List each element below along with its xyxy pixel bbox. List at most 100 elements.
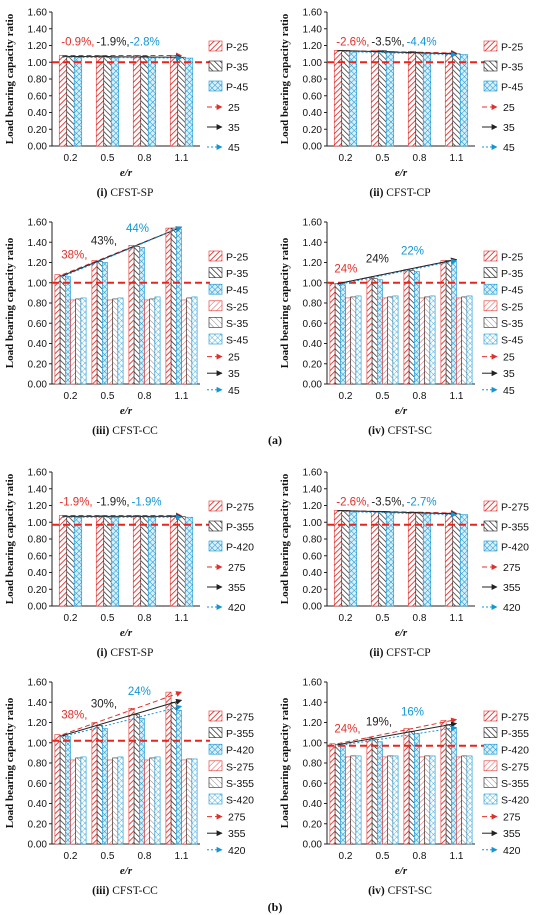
bar-P-275 bbox=[95, 515, 105, 607]
legend-swatch bbox=[483, 283, 498, 295]
trend-arrow-45 bbox=[337, 258, 458, 286]
x-tick-label: 0.5 bbox=[376, 613, 390, 624]
bar-S-355 bbox=[461, 755, 468, 845]
legend-swatch bbox=[208, 777, 223, 788]
x-tick-label: 0.5 bbox=[101, 851, 115, 862]
y-axis-title: Load bearing capacity ratio bbox=[4, 13, 16, 144]
legend-label: P-420 bbox=[501, 745, 529, 757]
y-axis-title: Load bearing capacity ratio bbox=[279, 473, 291, 604]
legend-label: 420 bbox=[503, 845, 521, 857]
legend-label: S-45 bbox=[226, 335, 248, 347]
bar-P-420 bbox=[176, 710, 182, 845]
bar-P-45 bbox=[139, 247, 145, 385]
bar-P-355 bbox=[140, 516, 149, 607]
bar-P-45 bbox=[348, 51, 358, 147]
legend-swatch bbox=[483, 80, 498, 92]
bar-P-420 bbox=[385, 511, 395, 607]
percent-annotation: 24%, bbox=[334, 724, 360, 736]
bar-P-420 bbox=[102, 728, 108, 845]
bar-P-25 bbox=[440, 260, 447, 385]
bar-P-35 bbox=[96, 261, 103, 385]
legend-label: S-25 bbox=[501, 301, 523, 313]
bar-S-25 bbox=[70, 299, 76, 385]
y-tick-label: 0.40 bbox=[303, 568, 323, 579]
legend-label: S-35 bbox=[501, 318, 523, 330]
legend-swatch bbox=[208, 283, 223, 295]
y-tick-label: 1.20 bbox=[303, 41, 323, 52]
y-tick-label: 0.80 bbox=[303, 299, 323, 310]
legend-label: P-355 bbox=[501, 728, 529, 740]
bar-P-25 bbox=[444, 52, 454, 147]
legend-label: 25 bbox=[503, 102, 515, 114]
y-tick-label: 1.40 bbox=[28, 484, 48, 495]
bar-P-275 bbox=[169, 515, 179, 607]
chart-panel: 0.00 0.20 0.40 0.60 0.80 1.00 1.20 1.40 1.60 Load… bbox=[279, 8, 523, 200]
y-tick-label: 0.60 bbox=[303, 91, 323, 102]
x-tick-label: 1.1 bbox=[175, 153, 189, 164]
bar-P-45 bbox=[340, 284, 346, 385]
legend-label: 45 bbox=[228, 142, 240, 154]
x-tick-label: 0.8 bbox=[138, 391, 152, 402]
bar-S-45 bbox=[466, 295, 473, 385]
legend-swatch bbox=[483, 40, 498, 52]
legend-label: 275 bbox=[228, 812, 246, 824]
bar-P-355 bbox=[452, 513, 461, 607]
bar-S-355 bbox=[424, 755, 431, 845]
bar-P-35 bbox=[408, 270, 415, 385]
bar-S-420 bbox=[80, 756, 87, 845]
legend-swatch bbox=[208, 80, 223, 92]
bar-P-35 bbox=[66, 56, 75, 147]
bar-P-45 bbox=[451, 261, 457, 385]
bar-P-45 bbox=[65, 276, 71, 385]
chart-panel: 0.00 0.20 0.40 0.60 0.80 1.00 1.20 1.40 1.60 Load… bbox=[4, 218, 248, 438]
bar-P-275 bbox=[444, 512, 454, 607]
legend-swatch bbox=[208, 520, 223, 532]
y-tick-label: 0.00 bbox=[28, 380, 48, 391]
bar-P-35 bbox=[371, 278, 378, 385]
y-tick-label: 0.20 bbox=[28, 125, 48, 136]
bar-P-355 bbox=[177, 516, 186, 607]
panel-caption: (iv) CFST-SC bbox=[368, 885, 432, 897]
bar-P-25 bbox=[165, 227, 172, 385]
x-tick-label: 0.8 bbox=[138, 851, 152, 862]
legend-swatch bbox=[208, 727, 223, 738]
bar-P-35 bbox=[140, 56, 149, 147]
bar-S-35 bbox=[75, 298, 82, 385]
legend-label: S-420 bbox=[226, 795, 254, 807]
bar-S-275 bbox=[70, 759, 76, 845]
bar-S-275 bbox=[345, 756, 351, 845]
legend-swatch bbox=[208, 333, 223, 345]
legend-label: S-420 bbox=[501, 795, 529, 807]
y-tick-label: 1.60 bbox=[28, 678, 48, 689]
bar-P-25 bbox=[128, 244, 135, 385]
bar-P-45 bbox=[73, 56, 83, 147]
panel-caption-text: CFST-CC bbox=[112, 425, 158, 437]
legend-label: P-355 bbox=[226, 728, 254, 740]
y-tick-label: 0.40 bbox=[28, 799, 48, 810]
panel-caption-number: (i) bbox=[97, 647, 108, 659]
bar-S-355 bbox=[350, 755, 357, 845]
panel-caption-number: (iii) bbox=[92, 885, 109, 897]
legend-label: 355 bbox=[503, 582, 521, 594]
percent-annotation: 24% bbox=[128, 686, 151, 698]
y-tick-label: 1.00 bbox=[303, 518, 323, 529]
legend-label: P-275 bbox=[226, 502, 254, 514]
y-tick-label: 0.80 bbox=[303, 535, 323, 546]
bar-P-355 bbox=[133, 714, 140, 845]
x-axis-title: e/r bbox=[395, 167, 408, 179]
y-tick-label: 0.80 bbox=[28, 299, 48, 310]
percent-annotation: 30%, bbox=[91, 698, 117, 710]
legend-swatch bbox=[208, 743, 223, 755]
y-tick-label: 1.40 bbox=[303, 484, 323, 495]
bar-S-355 bbox=[112, 757, 119, 845]
legend-label: 355 bbox=[228, 828, 246, 840]
y-tick-label: 1.20 bbox=[303, 718, 323, 729]
y-tick-label: 0.80 bbox=[28, 75, 48, 86]
panel-caption-text: CFST-SC bbox=[388, 425, 433, 437]
bar-S-35 bbox=[112, 298, 119, 385]
x-tick-label: 0.5 bbox=[376, 153, 390, 164]
x-tick-label: 1.1 bbox=[450, 613, 464, 624]
bar-P-420 bbox=[147, 516, 157, 607]
y-tick-label: 0.40 bbox=[303, 799, 323, 810]
legend-swatch bbox=[483, 710, 498, 722]
